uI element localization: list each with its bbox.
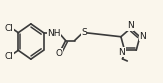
Text: NH: NH — [47, 29, 61, 38]
Text: N: N — [127, 21, 133, 30]
Text: N: N — [119, 48, 125, 57]
Text: Cl: Cl — [4, 24, 13, 33]
Text: S: S — [81, 28, 87, 37]
Text: Cl: Cl — [4, 52, 13, 61]
Text: N: N — [140, 32, 146, 41]
Text: O: O — [55, 49, 62, 58]
